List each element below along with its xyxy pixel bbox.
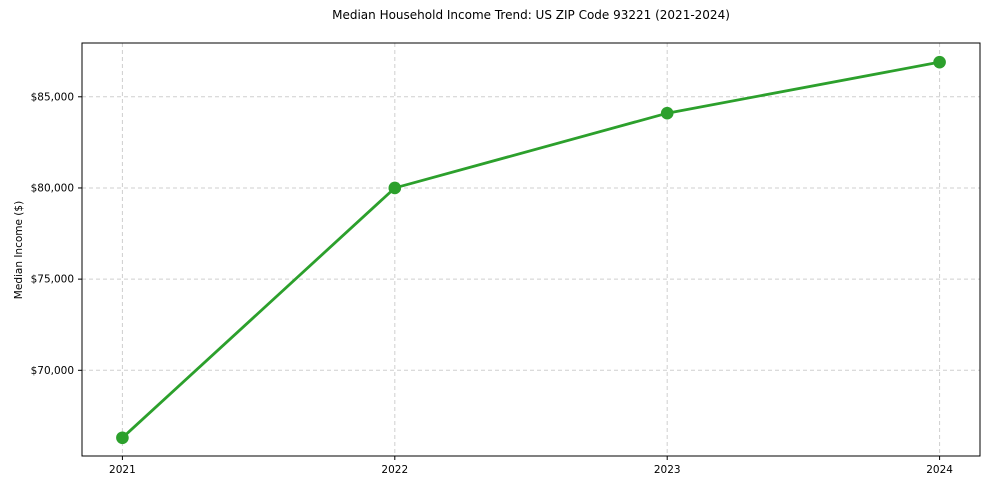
x-tick-label: 2024 xyxy=(926,464,953,476)
plot-border xyxy=(81,42,981,457)
income-trend-line xyxy=(121,60,941,440)
chart-title: Median Household Income Trend: US ZIP Co… xyxy=(332,8,730,22)
data-point-2021 xyxy=(116,431,129,445)
x-tick-label: 2022 xyxy=(381,464,408,476)
x-tick-label: 2023 xyxy=(654,464,681,476)
y-tick-label: $75,000 xyxy=(31,274,74,286)
y-tick-label: $80,000 xyxy=(31,182,74,194)
data-point-2022 xyxy=(388,181,402,195)
data-point-2024 xyxy=(933,55,946,69)
data-point-2023 xyxy=(660,106,674,120)
y-tick-label: $70,000 xyxy=(31,365,74,377)
x-tick-label: 2021 xyxy=(109,464,136,476)
y-tick-label: $85,000 xyxy=(31,91,74,103)
